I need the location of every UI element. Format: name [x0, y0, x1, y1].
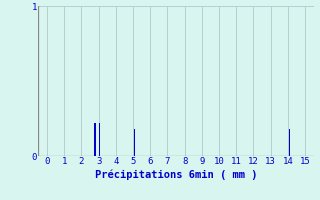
- X-axis label: Précipitations 6min ( mm ): Précipitations 6min ( mm ): [95, 169, 257, 180]
- Bar: [99, 123, 100, 156]
- Bar: [289, 129, 290, 156]
- Bar: [94, 123, 96, 156]
- Bar: [134, 129, 135, 156]
